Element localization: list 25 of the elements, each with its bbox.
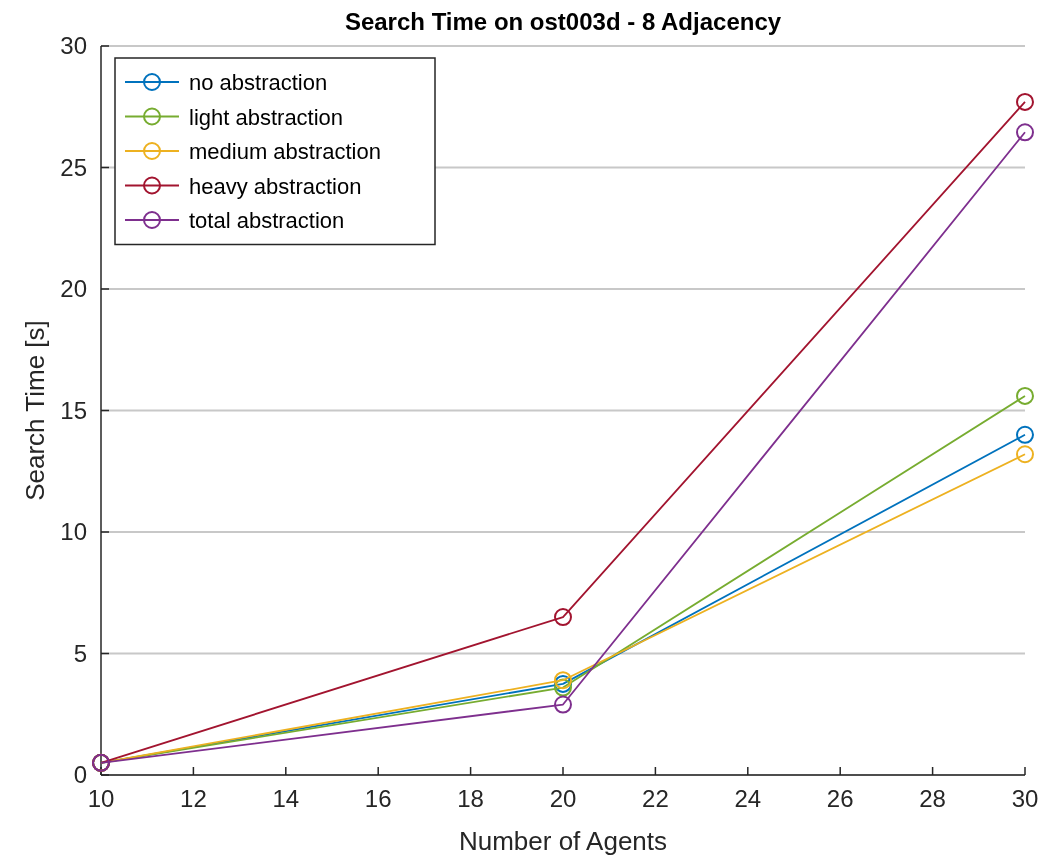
chart-title: Search Time on ost003d - 8 Adjacency bbox=[344, 8, 782, 35]
x-tick-label: 12 bbox=[180, 785, 207, 812]
x-tick-label: 18 bbox=[457, 785, 484, 812]
x-tick-label: 30 bbox=[1011, 785, 1039, 812]
x-tick-label: 16 bbox=[364, 785, 392, 812]
y-tick-label: 15 bbox=[60, 396, 87, 424]
legend-label: light abstraction bbox=[189, 104, 344, 130]
x-tick-label: 14 bbox=[272, 785, 300, 812]
y-axis-title: Search Time [s] bbox=[20, 320, 50, 501]
y-tick-label: 10 bbox=[60, 518, 87, 545]
x-tick-label: 26 bbox=[826, 785, 854, 812]
y-tick-label: 0 bbox=[73, 761, 87, 788]
x-tick-label: 20 bbox=[549, 785, 577, 812]
x-tick-label: 22 bbox=[642, 785, 669, 812]
legend-label: heavy abstraction bbox=[189, 173, 362, 199]
y-tick-label: 5 bbox=[73, 639, 87, 667]
legend-label: medium abstraction bbox=[189, 139, 381, 164]
y-tick-label: 30 bbox=[60, 32, 87, 59]
x-axis-title: Number of Agents bbox=[458, 826, 668, 856]
y-tick-label: 20 bbox=[60, 275, 87, 302]
y-tick-label: 25 bbox=[60, 153, 87, 181]
legend-label: no abstraction bbox=[189, 70, 328, 95]
x-tick-label: 28 bbox=[919, 785, 946, 812]
legend-label: total abstraction bbox=[189, 208, 345, 233]
x-tick-label: 24 bbox=[734, 785, 762, 812]
